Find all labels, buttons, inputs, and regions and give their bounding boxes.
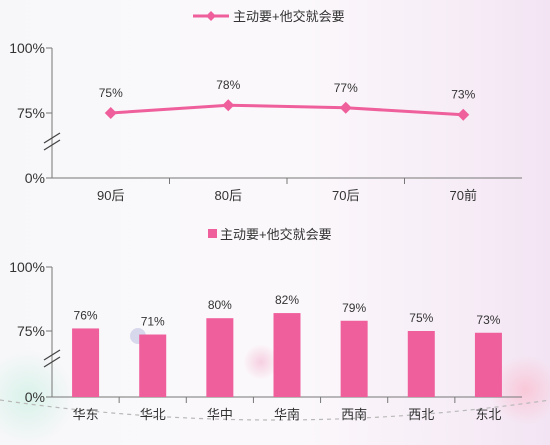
y-tick-label: 75% xyxy=(17,323,45,339)
decorative-dashed-arc xyxy=(0,399,550,421)
chart-canvas: 主动要+他交就会要 100% 75% 0% 75% 90后 78% 80后 77% 70后… xyxy=(0,9,550,422)
x-tick-label: 西北 xyxy=(408,407,434,422)
line-series xyxy=(110,103,464,117)
bar xyxy=(407,331,435,397)
y-tick-label: 75% xyxy=(17,105,45,121)
x-tick-label: 70前 xyxy=(450,188,477,203)
bar-legend: 主动要+他交就会要 xyxy=(208,227,332,242)
data-label: 75% xyxy=(409,311,433,325)
legend-label: 主动要+他交就会要 xyxy=(220,227,332,242)
x-tick-label: 80后 xyxy=(215,188,242,203)
x-tick-label: 华北 xyxy=(140,407,166,422)
y-tick-label: 0% xyxy=(25,170,45,186)
data-label: 75% xyxy=(99,86,123,100)
line-legend: 主动要+他交就会要 xyxy=(193,9,345,24)
x-tick-label: 华中 xyxy=(207,407,233,422)
y-tick-label: 100% xyxy=(9,40,45,56)
legend-diamond-marker xyxy=(206,11,216,21)
data-label: 71% xyxy=(141,315,165,329)
x-tick-label: 华南 xyxy=(274,407,300,422)
bar xyxy=(206,318,234,397)
legend-label: 主动要+他交就会要 xyxy=(233,9,345,24)
y-tick-label: 100% xyxy=(9,259,45,275)
bar xyxy=(273,313,301,397)
line-chart: 主动要+他交就会要 100% 75% 0% 75% 90后 78% 80后 77% 70后… xyxy=(9,9,522,203)
bar xyxy=(139,334,167,397)
x-tick-label: 90后 xyxy=(97,188,124,203)
background-bubble xyxy=(244,345,278,379)
line-point xyxy=(457,108,470,121)
x-tick-label: 华东 xyxy=(73,407,99,422)
line-point xyxy=(339,101,352,114)
line-point xyxy=(104,107,117,119)
data-label: 73% xyxy=(476,313,500,327)
bar xyxy=(340,320,368,397)
data-label: 79% xyxy=(342,301,366,315)
data-label: 82% xyxy=(275,293,299,307)
data-label: 78% xyxy=(216,78,240,92)
bar xyxy=(474,332,502,397)
y-tick-label: 0% xyxy=(25,389,45,405)
x-tick-label: 70后 xyxy=(332,188,359,203)
bar-chart: 主动要+他交就会要 100% 75% 0% 76% 华东 71% 华北 80% 华中 82%… xyxy=(9,227,522,422)
data-label: 77% xyxy=(334,81,358,95)
data-label: 76% xyxy=(74,308,98,322)
bar xyxy=(72,328,100,397)
x-tick-label: 东北 xyxy=(475,407,501,422)
line-point xyxy=(222,99,235,112)
axis-break-symbol xyxy=(43,132,61,151)
axis-break-symbol xyxy=(43,349,61,368)
x-tick-label: 西南 xyxy=(341,407,367,422)
legend-bar-swatch xyxy=(208,229,217,238)
data-label: 73% xyxy=(451,88,475,102)
data-label: 80% xyxy=(208,298,232,312)
